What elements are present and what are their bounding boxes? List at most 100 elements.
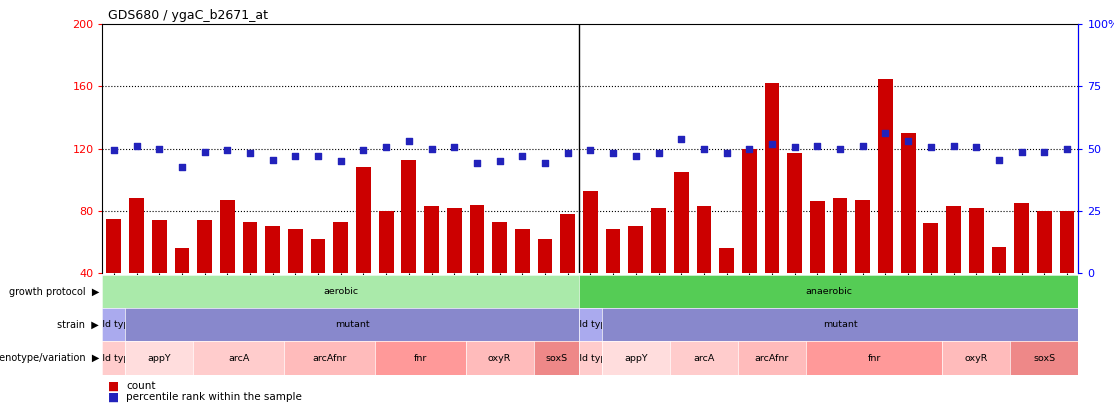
Text: oxyR: oxyR xyxy=(965,354,988,362)
Text: ■: ■ xyxy=(108,379,119,393)
Bar xyxy=(674,172,688,273)
Point xyxy=(809,142,827,149)
Bar xyxy=(152,220,167,273)
Bar xyxy=(447,208,461,273)
Bar xyxy=(856,200,870,273)
Point xyxy=(877,130,895,136)
Bar xyxy=(832,198,848,273)
Point xyxy=(945,142,962,149)
Text: appY: appY xyxy=(147,354,172,362)
Text: arcAfnr: arcAfnr xyxy=(755,354,789,362)
Bar xyxy=(401,160,417,273)
Text: strain  ▶: strain ▶ xyxy=(58,320,99,330)
Bar xyxy=(243,222,257,273)
Point xyxy=(717,150,735,157)
Point xyxy=(990,156,1008,163)
Bar xyxy=(197,220,212,273)
Point xyxy=(559,150,577,157)
Point xyxy=(310,153,328,160)
Bar xyxy=(651,208,666,273)
Text: mutant: mutant xyxy=(823,320,858,329)
Text: fnr: fnr xyxy=(868,354,881,362)
Text: wild type: wild type xyxy=(569,320,612,329)
Text: wild type: wild type xyxy=(92,320,136,329)
Bar xyxy=(901,133,916,273)
Bar xyxy=(560,214,575,273)
Bar xyxy=(515,230,530,273)
Point xyxy=(378,144,395,150)
Point xyxy=(354,147,372,153)
Point xyxy=(468,160,486,166)
Point xyxy=(899,138,917,144)
Bar xyxy=(583,191,598,273)
Bar xyxy=(764,83,780,273)
Bar xyxy=(969,208,984,273)
Point xyxy=(264,156,282,163)
Bar xyxy=(788,153,802,273)
Point xyxy=(967,144,985,150)
Bar xyxy=(356,167,371,273)
Text: genotype/variation  ▶: genotype/variation ▶ xyxy=(0,353,99,363)
Point xyxy=(627,153,645,160)
Bar xyxy=(492,222,507,273)
Point xyxy=(1035,149,1053,155)
Point xyxy=(514,153,531,160)
Point xyxy=(672,136,690,143)
Text: appY: appY xyxy=(624,354,647,362)
Text: ■: ■ xyxy=(108,391,119,404)
Bar xyxy=(991,247,1006,273)
Point xyxy=(446,144,463,150)
Point xyxy=(1058,145,1076,152)
Point xyxy=(536,160,554,166)
Bar xyxy=(107,219,121,273)
Text: soxS: soxS xyxy=(1034,354,1055,362)
Text: anaerobic: anaerobic xyxy=(805,287,852,296)
Point xyxy=(128,142,146,149)
Bar xyxy=(878,79,892,273)
Text: count: count xyxy=(126,381,155,391)
Point xyxy=(582,147,599,153)
Text: soxS: soxS xyxy=(546,354,567,362)
Bar xyxy=(1014,203,1029,273)
Bar xyxy=(175,248,189,273)
Point xyxy=(604,150,622,157)
Bar xyxy=(311,239,325,273)
Text: growth protocol  ▶: growth protocol ▶ xyxy=(9,287,99,296)
Text: wild type: wild type xyxy=(569,354,612,362)
Bar xyxy=(810,201,824,273)
Bar xyxy=(742,149,756,273)
Bar xyxy=(606,230,620,273)
Text: GDS680 / ygaC_b2671_at: GDS680 / ygaC_b2671_at xyxy=(108,9,268,22)
Bar xyxy=(720,248,734,273)
Text: mutant: mutant xyxy=(335,320,370,329)
Bar xyxy=(946,206,961,273)
Point xyxy=(741,145,759,152)
Point xyxy=(173,164,190,171)
Bar xyxy=(628,226,643,273)
Bar xyxy=(265,226,280,273)
Point xyxy=(831,145,849,152)
Bar xyxy=(1037,211,1052,273)
Bar xyxy=(333,222,349,273)
Bar xyxy=(924,223,938,273)
Point xyxy=(853,142,871,149)
Point xyxy=(286,153,304,160)
Point xyxy=(105,147,123,153)
Point xyxy=(922,144,940,150)
Bar xyxy=(379,211,393,273)
Text: wild type: wild type xyxy=(92,354,136,362)
Point xyxy=(150,145,168,152)
Text: aerobic: aerobic xyxy=(323,287,359,296)
Point xyxy=(218,147,236,153)
Point xyxy=(491,158,509,164)
Bar xyxy=(696,206,711,273)
Bar xyxy=(289,230,303,273)
Text: arcAfnr: arcAfnr xyxy=(312,354,346,362)
Bar xyxy=(470,205,485,273)
Text: fnr: fnr xyxy=(413,354,427,362)
Point xyxy=(196,149,214,155)
Text: arcA: arcA xyxy=(228,354,250,362)
Text: oxyR: oxyR xyxy=(488,354,511,362)
Point xyxy=(649,150,667,157)
Point xyxy=(332,158,350,164)
